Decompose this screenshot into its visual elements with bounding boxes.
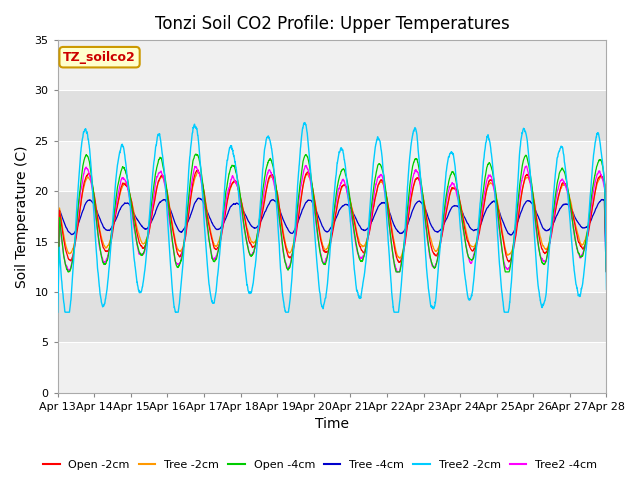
Bar [58,91,607,141]
Text: TZ_soilco2: TZ_soilco2 [63,51,136,64]
Bar [58,141,607,191]
Bar [58,40,607,91]
Bar [58,241,607,292]
Title: Tonzi Soil CO2 Profile: Upper Temperatures: Tonzi Soil CO2 Profile: Upper Temperatur… [155,15,509,33]
Bar [58,292,607,342]
Y-axis label: Soil Temperature (C): Soil Temperature (C) [15,145,29,288]
Bar [58,342,607,393]
X-axis label: Time: Time [315,418,349,432]
Legend: Open -2cm, Tree -2cm, Open -4cm, Tree -4cm, Tree2 -2cm, Tree2 -4cm: Open -2cm, Tree -2cm, Open -4cm, Tree -4… [38,456,602,474]
Bar [58,191,607,241]
